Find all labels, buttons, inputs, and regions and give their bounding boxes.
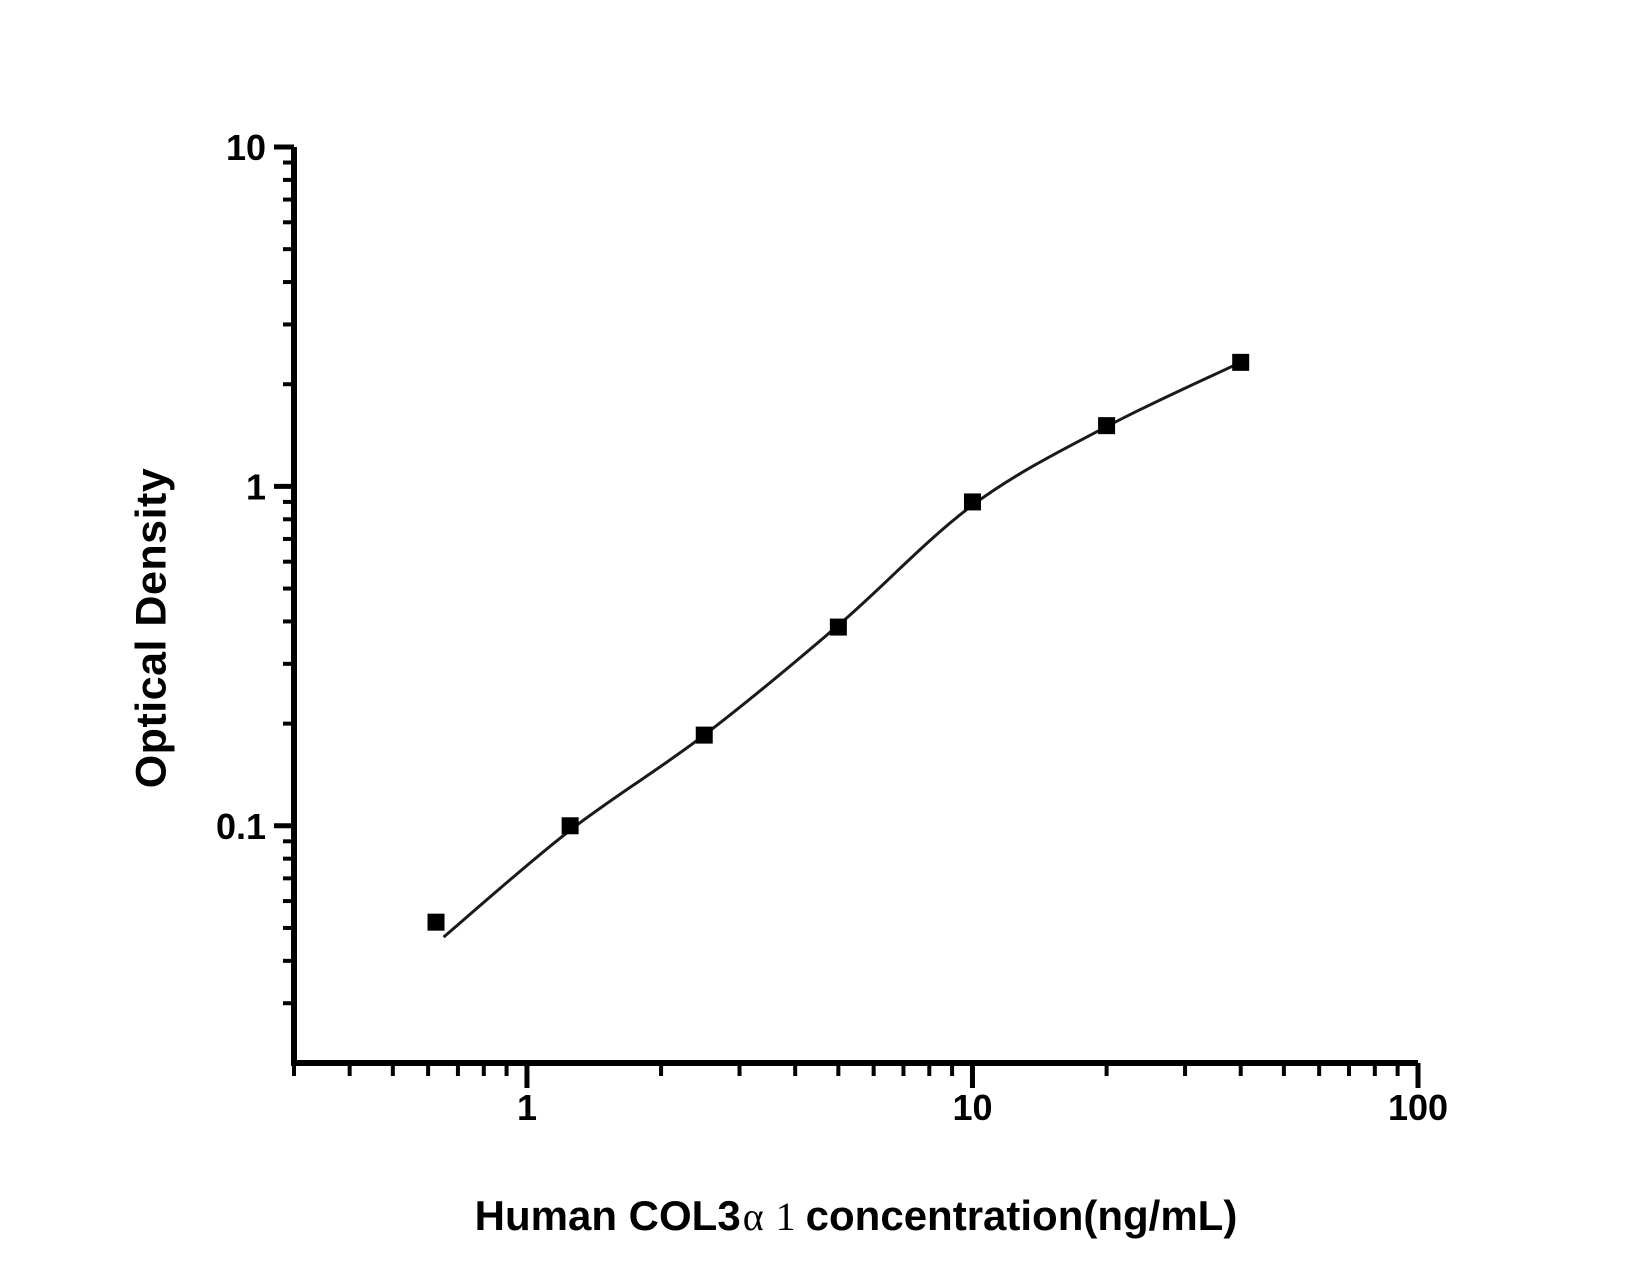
y-axis-tick-label: 0.1 — [216, 806, 266, 847]
x-axis-title-subscript: 1 — [775, 1194, 796, 1239]
data-point-marker — [1232, 353, 1250, 371]
data-point-marker — [561, 817, 579, 835]
y-axis-title: Optical Density — [127, 467, 176, 789]
y-axis-tick-label: 10 — [226, 127, 266, 168]
alpha-symbol: α — [742, 1194, 764, 1239]
x-axis-title-prefix: Human COL3 — [474, 1192, 741, 1239]
data-point-marker — [1098, 417, 1116, 435]
data-point-marker — [695, 726, 713, 744]
data-point-marker — [963, 493, 981, 511]
y-axis-tick-label: 1 — [246, 466, 266, 507]
fitted-curve — [442, 360, 1242, 939]
x-axis-tick-label: 1 — [517, 1087, 537, 1128]
data-point-marker — [829, 618, 847, 636]
x-axis-title-suffix: concentration(ng/mL) — [805, 1192, 1238, 1239]
x-axis-tick-label: 100 — [1388, 1087, 1448, 1128]
x-axis-title: Human COL3 α 1 concentration(ng/mL) — [475, 1192, 1238, 1240]
data-point-marker — [427, 913, 445, 931]
axis-frame — [291, 147, 1418, 1066]
x-axis-tick-label: 10 — [952, 1087, 992, 1128]
